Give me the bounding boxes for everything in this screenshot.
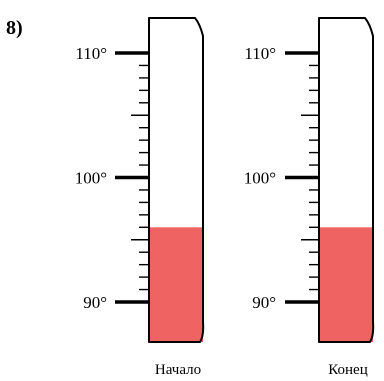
tick-label-110-start: 110°: [75, 44, 107, 63]
scale-ticks-end: [285, 51, 319, 304]
liquid-column-end: [319, 227, 373, 342]
problem-number: 8): [6, 17, 23, 39]
scale-ticks-start: [115, 51, 149, 304]
tube-outline-end: [318, 17, 375, 343]
tick-label-100-start: 100°: [75, 169, 107, 188]
tube-outline-start: [148, 17, 205, 343]
thermometer-end: 110° 100° 90° Конец: [244, 17, 375, 378]
tick-label-100-end: 100°: [244, 169, 276, 188]
thermometer-start: 110° 100° 90° Начало: [75, 17, 205, 378]
tick-label-110-end: 110°: [244, 44, 276, 63]
tick-label-90-end: 90°: [252, 293, 276, 312]
tick-label-90-start: 90°: [83, 293, 107, 312]
caption-end: Конец: [328, 362, 367, 378]
liquid-column-start: [149, 227, 203, 342]
caption-start: Начало: [155, 362, 201, 378]
